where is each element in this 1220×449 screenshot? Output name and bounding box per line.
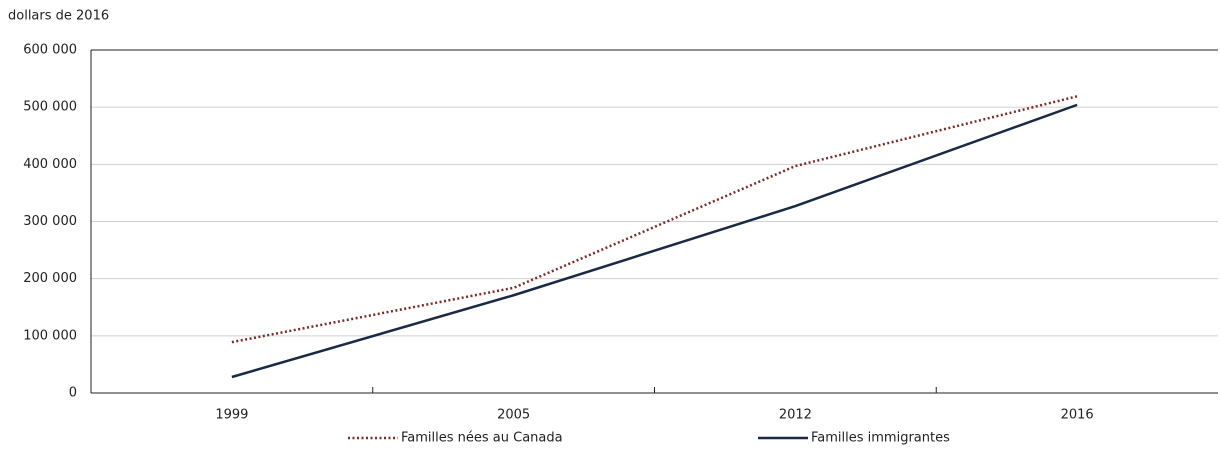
x-tick-label: 2005	[497, 408, 530, 423]
y-tick-label: 200 000	[23, 271, 77, 286]
y-tick-label: 100 000	[23, 328, 77, 343]
series-line	[231, 95, 1078, 344]
series-line	[231, 103, 1078, 379]
legend-label: Familles nées au Canada	[401, 431, 563, 446]
y-tick-label: 400 000	[23, 157, 77, 172]
y-axis-label: dollars de 2016	[8, 9, 109, 24]
y-tick-label: 500 000	[23, 100, 77, 115]
legend-label: Familles immigrantes	[811, 431, 950, 446]
y-tick-label: 0	[69, 386, 77, 401]
x-tick-label: 2012	[779, 408, 812, 423]
y-tick-label: 300 000	[23, 214, 77, 229]
x-tick-label: 1999	[215, 408, 248, 423]
x-tick-label: 2016	[1061, 408, 1094, 423]
y-tick-label: 600 000	[23, 43, 77, 58]
